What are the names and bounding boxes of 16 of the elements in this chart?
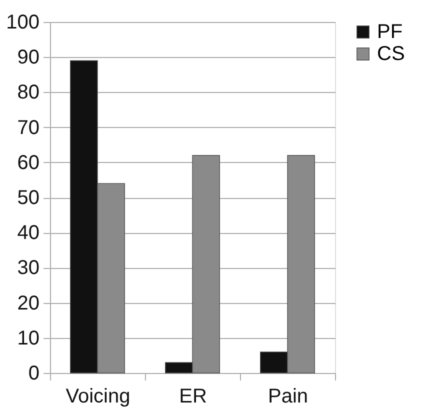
y-tick-label: 50 <box>17 187 40 209</box>
x-tick-label: Voicing <box>66 386 130 408</box>
legend-label: CS <box>377 43 405 65</box>
y-tick-label: 40 <box>17 222 40 244</box>
x-tick-label: Pain <box>268 386 308 408</box>
y-tick-label: 20 <box>17 292 40 314</box>
y-tick-label: 100 <box>6 12 40 34</box>
y-tick-label: 10 <box>17 327 40 350</box>
x-tick-label: ER <box>179 386 207 408</box>
y-tick-label: 30 <box>17 257 40 280</box>
y-tick-label: 80 <box>17 82 40 104</box>
y-tick-label: 60 <box>17 152 40 174</box>
y-tick-label: 90 <box>17 46 40 69</box>
y-tick-label: 0 <box>28 362 40 384</box>
y-tick-label: 70 <box>17 116 40 139</box>
legend-label: PF <box>377 21 403 43</box>
